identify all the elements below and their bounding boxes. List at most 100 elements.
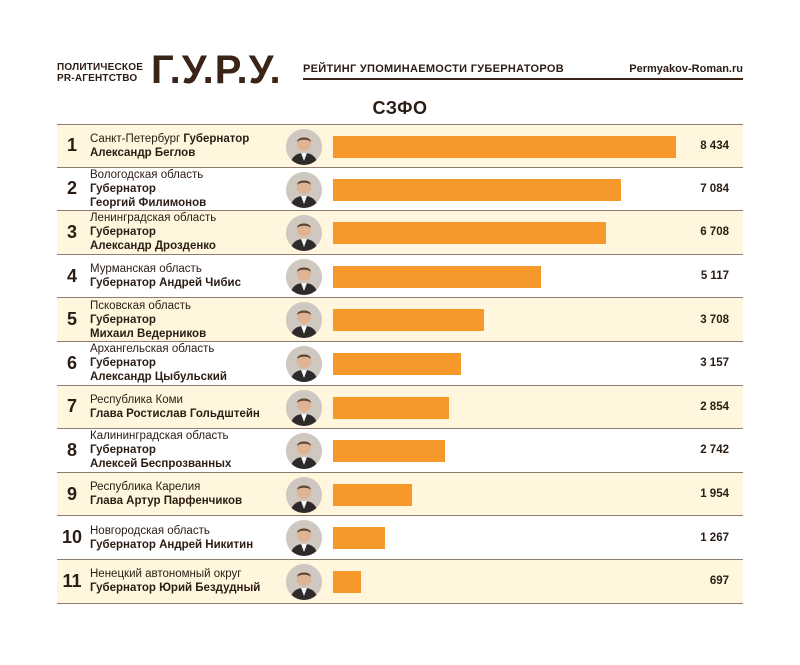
value-bar	[333, 178, 621, 201]
value-label: 5 117	[700, 270, 729, 283]
value-label: 2 854	[700, 400, 729, 413]
region-line: Архангельская область	[90, 342, 290, 356]
rank-number: 9	[66, 483, 77, 504]
region-line: Санкт-Петербург Губернатор	[90, 132, 290, 146]
governor-info: Республика Карелия Глава Артур Парфенчико…	[90, 473, 290, 516]
site-url: Permyakov-Roman.ru	[629, 63, 743, 75]
governor-title: Губернатор	[183, 132, 250, 145]
value-bar	[333, 352, 461, 375]
guru-logo: Г.У.Р.У.	[151, 48, 282, 92]
agency-line-2: PR-АГЕНТСТВО	[57, 73, 138, 84]
value-bar	[333, 396, 449, 419]
governor-name: Алексей Беспрозванных	[90, 458, 232, 471]
value-bar	[333, 309, 484, 332]
region-line: Вологодская область	[90, 168, 290, 182]
ranking-table: 1 Санкт-Петербург Губернатор Александр Бег…	[57, 124, 743, 604]
value-bar	[333, 222, 606, 245]
rank-number: 10	[61, 527, 83, 548]
table-row: 3 Ленинградская область Губернатор Александ…	[57, 211, 743, 255]
table-row: 6 Архангельская область Губернатор Александ…	[57, 342, 743, 386]
value-label: 6 708	[700, 226, 729, 239]
rank-number: 7	[66, 396, 77, 417]
region-name: Новгородская область	[90, 524, 210, 537]
value-label: 2 742	[700, 444, 729, 457]
region-line: Республика Коми	[90, 393, 290, 407]
value-label: 1 954	[700, 488, 729, 501]
governor-title: Губернатор	[90, 357, 156, 370]
region-line: Мурманская область	[90, 262, 290, 276]
governor-title: Губернатор	[90, 313, 156, 326]
governor-title: Губернатор Юрий Бездудный	[90, 582, 261, 595]
region-line: Ленинградская область	[90, 211, 290, 225]
rank-number: 2	[66, 178, 77, 199]
value-bar	[333, 570, 361, 593]
region-line: Ненецкий автономный округ	[90, 567, 290, 581]
value-bar	[333, 527, 385, 550]
governor-name: Александр Беглов	[90, 146, 196, 159]
region-name: Республика Карелия	[90, 481, 201, 494]
portrait-icon	[286, 389, 322, 426]
portrait-icon	[286, 433, 322, 470]
rank-number: 6	[66, 352, 77, 373]
header-divider	[303, 78, 743, 80]
region-line: Псковская область	[90, 299, 290, 313]
value-bar	[333, 483, 412, 506]
governor-info: Калининградская область Губернатор Алексей…	[90, 429, 290, 472]
value-bar	[333, 440, 445, 463]
rating-title: РЕЙТИНГ УПОМИНАЕМОСТИ ГУБЕРНАТОРОВ	[303, 63, 565, 75]
region-name: Псковская область	[90, 299, 191, 312]
rank-number: 1	[66, 135, 77, 156]
table-row: 4 Мурманская область Губернатор Андрей Чиб…	[57, 255, 743, 299]
table-row: 9 Республика Карелия Глава Артур Парфенчик…	[57, 472, 743, 517]
governor-info: Мурманская область Губернатор Андрей Чиби…	[90, 255, 290, 298]
region-line: Республика Карелия	[90, 480, 290, 494]
region-name: Ленинградская область	[90, 212, 217, 225]
governor-title: Глава Артур Парфенчиков	[90, 495, 243, 508]
portrait-icon	[286, 258, 322, 295]
agency-line-1: ПОЛИТИЧЕСКОЕ	[57, 62, 144, 73]
governor-title: Губернатор Андрей Чибис	[90, 277, 242, 290]
value-label: 697	[709, 575, 729, 588]
governor-info: Ненецкий автономный округ Губернатор Юрий…	[90, 560, 290, 603]
governor-info: Санкт-Петербург Губернатор Александр Бегл…	[90, 125, 290, 167]
region-name: Мурманская область	[90, 263, 202, 276]
value-label: 7 084	[700, 182, 729, 195]
chart-title: СЗФО	[372, 98, 428, 118]
value-label: 8 434	[700, 139, 729, 152]
governor-title: Губернатор	[90, 226, 156, 239]
region-line: Новгородская область	[90, 524, 290, 538]
portrait-icon	[286, 302, 322, 339]
governor-title: Губернатор	[90, 444, 156, 457]
governor-info: Республика Коми Глава Ростислав Гольдштей…	[90, 386, 290, 429]
portrait-icon	[286, 171, 322, 208]
agency-label: ПОЛИТИЧЕСКОЕ PR-АГЕНТСТВО	[57, 62, 143, 84]
region-name: Архангельская область	[90, 343, 215, 356]
table-row: 10 Новгородская область Губернатор Андрей …	[57, 516, 743, 560]
table-row: 8 Калининградская область Губернатор Алексе…	[57, 429, 743, 473]
region-name: Санкт-Петербург	[90, 132, 181, 145]
portrait-icon	[286, 215, 322, 252]
governor-title: Губернатор Андрей Никитин	[90, 538, 254, 551]
region-line: Калининградская область	[90, 429, 290, 443]
rank-number: 5	[66, 309, 77, 330]
value-bar	[333, 136, 676, 158]
governor-info: Вологодская область Губернатор Георгий Фил…	[90, 168, 290, 211]
region-name: Калининградская область	[90, 430, 229, 443]
table-row: 1 Санкт-Петербург Губернатор Александр Бег…	[57, 124, 743, 168]
region-name: Республика Коми	[90, 393, 183, 406]
portrait-icon	[286, 129, 322, 165]
governor-info: Новгородская область Губернатор Андрей Ни…	[90, 516, 290, 559]
governor-info: Ленинградская область Губернатор Александр…	[90, 211, 290, 254]
value-label: 3 708	[700, 313, 729, 326]
portrait-icon	[286, 520, 322, 557]
rank-number: 3	[66, 221, 77, 242]
portrait-icon	[286, 476, 322, 513]
table-row: 2 Вологодская область Губернатор Георгий Фи…	[57, 168, 743, 212]
governor-info: Архангельская область Губернатор Александр…	[90, 342, 290, 385]
portrait-icon	[286, 345, 322, 382]
portrait-icon	[286, 563, 322, 600]
governor-title: Глава Ростислав Гольдштейн	[90, 407, 260, 420]
table-row: 7 Республика Коми Глава Ростислав Гольдште…	[57, 385, 743, 430]
header: ПОЛИТИЧЕСКОЕ PR-АГЕНТСТВО Г.У.Р.У. РЕЙТИ…	[57, 48, 743, 92]
table-row: 5 Псковская область Губернатор Михаил Ведер…	[57, 298, 743, 342]
